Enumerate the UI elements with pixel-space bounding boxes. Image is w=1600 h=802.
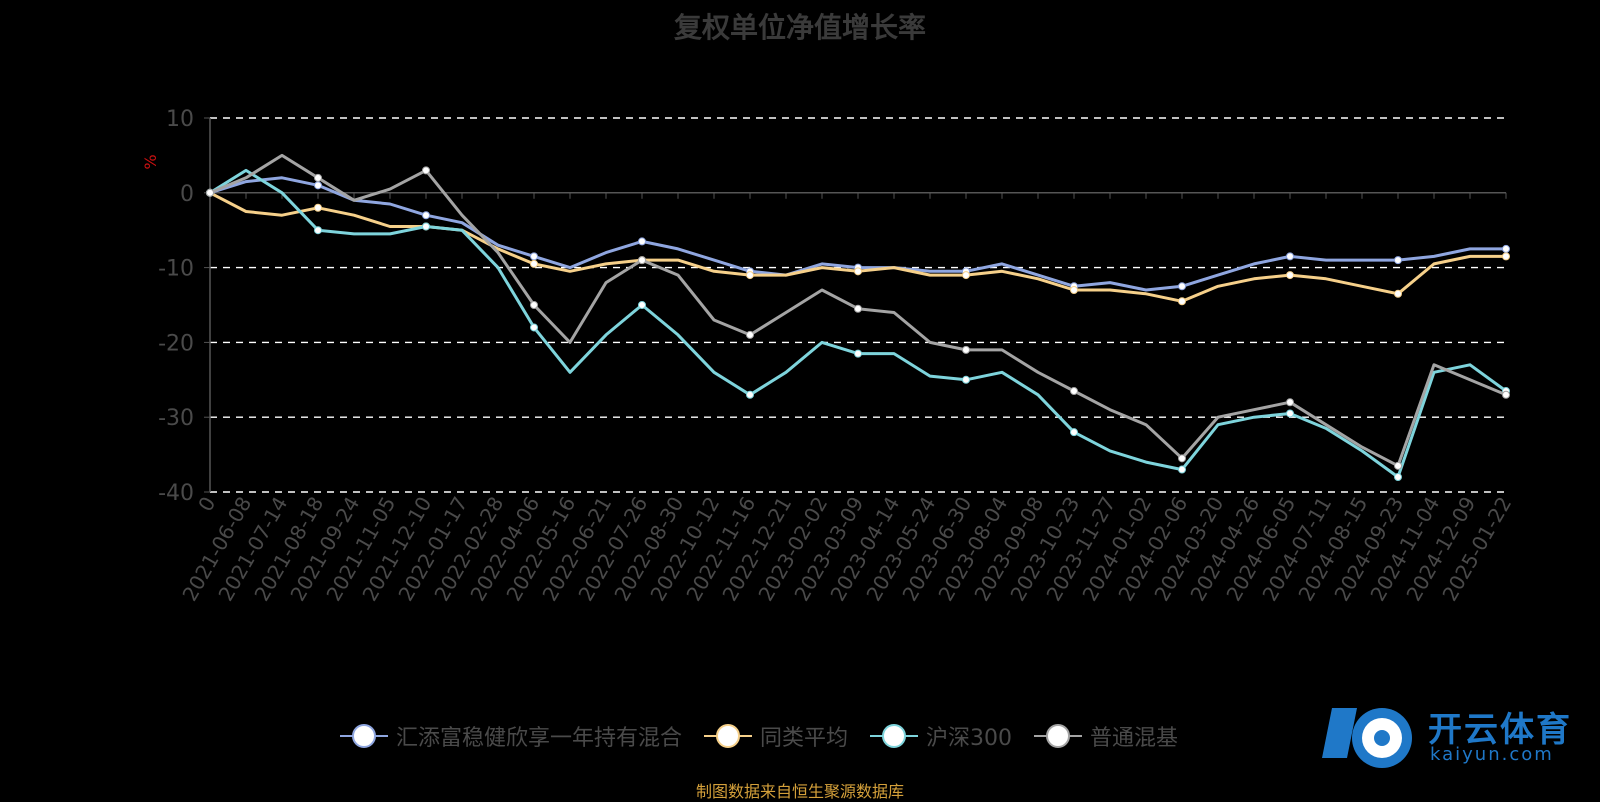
legend-marker-icon [340,724,388,748]
legend: 汇添富稳健欣享一年持有混合 同类平均 沪深300 普通混基 [340,716,1178,756]
data-point [962,345,970,354]
data-point [962,271,970,280]
data-point [638,237,646,246]
data-point [854,304,862,313]
data-point [1286,252,1294,261]
data-point [422,211,430,220]
y-tick-label: 10 [166,107,194,132]
y-axis-label: % [141,154,160,169]
legend-marker-icon [1034,724,1083,748]
kaiyun-ball-icon [1322,708,1412,768]
data-point [1502,244,1510,253]
x-tick-label: 0 [193,493,220,516]
data-point [422,166,430,175]
data-point [1394,256,1402,265]
legend-item-3[interactable]: 普通混基 [1034,720,1178,752]
data-point [854,349,862,358]
y-tick-label: -10 [158,257,194,282]
data-point [314,226,322,235]
data-point [530,252,538,261]
data-point [854,267,862,276]
data-point [314,173,322,182]
y-tick-label: 0 [180,182,194,207]
source-note: 制图数据来自恒生聚源数据库 [695,782,904,801]
data-point [530,323,538,332]
data-point [1070,286,1078,295]
data-point [1286,398,1294,407]
legend-item-0[interactable]: 汇添富稳健欣享一年持有混合 [340,720,682,752]
data-point [638,256,646,265]
legend-item-2[interactable]: 沪深300 [870,720,1012,752]
logo-url: kaiyun.com [1430,744,1554,765]
chart-title: 复权单位净值增长率 [673,11,926,44]
data-point [1178,297,1186,306]
legend-item-1[interactable]: 同类平均 [704,720,848,752]
data-point [1070,387,1078,396]
data-point [1178,465,1186,474]
data-point [530,259,538,268]
logo-text: 开云体育 [1428,710,1572,750]
data-point [422,222,430,231]
data-point [1502,390,1510,399]
legend-label: 同类平均 [760,726,849,751]
y-tick-label: -20 [158,331,194,356]
y-tick-label: -40 [158,481,194,506]
data-point [1394,473,1402,482]
data-point [206,188,214,197]
legend-marker-icon [704,724,753,748]
legend-label: 普通混基 [1090,726,1179,751]
data-point [962,375,970,384]
data-point [1286,271,1294,280]
y-tick-label: -30 [158,406,194,431]
data-point [746,330,754,339]
data-point [1394,289,1402,298]
legend-label: 沪深300 [926,726,1013,751]
legend-label: 汇添富稳健欣享一年持有混合 [396,726,683,751]
data-point [1070,428,1078,437]
data-point [1286,409,1294,418]
series-line-2 [209,168,1507,479]
data-point [638,301,646,309]
data-point [314,181,322,190]
data-point [314,203,322,212]
data-point [746,390,754,399]
data-point [1394,461,1402,470]
data-point [1178,454,1186,463]
data-point [1178,282,1186,291]
data-point [1502,252,1510,261]
legend-marker-icon [870,724,919,748]
data-point [746,271,754,280]
data-point [530,301,538,309]
kaiyun-logo: 开云体育 kaiyun.com [1312,698,1592,778]
